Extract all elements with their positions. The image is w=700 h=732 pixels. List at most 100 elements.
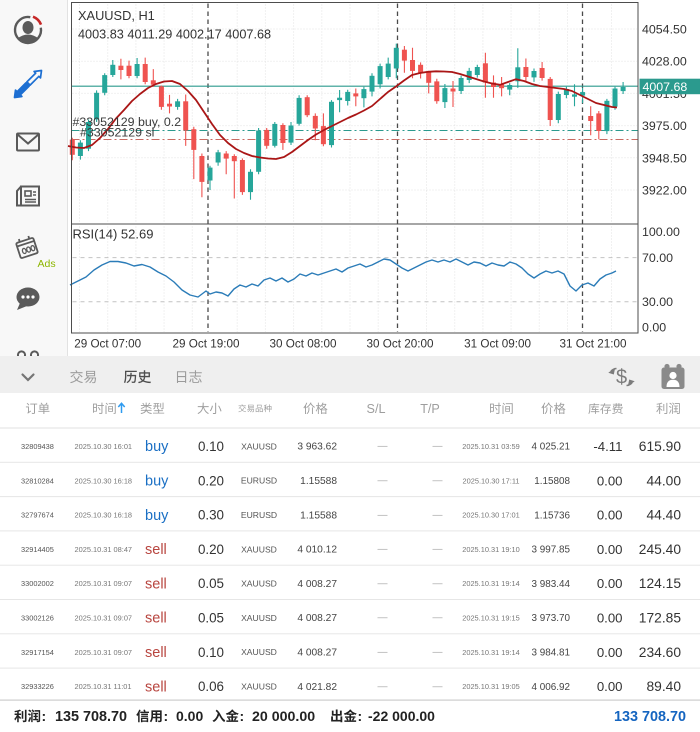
svg-text:44.40: 44.40 (646, 508, 681, 523)
svg-text:3 963.62: 3 963.62 (297, 442, 337, 453)
svg-text:XAUUSD: XAUUSD (241, 647, 277, 657)
svg-text:70.00: 70.00 (642, 251, 673, 265)
svg-text:100.00: 100.00 (642, 225, 680, 239)
svg-text::: : (42, 708, 47, 724)
svg-text:133 708.70: 133 708.70 (614, 709, 686, 725)
svg-text:T/P: T/P (420, 402, 440, 416)
svg-text:S/L: S/L (367, 402, 386, 416)
svg-text:sell: sell (145, 576, 167, 592)
svg-text:4 025.21: 4 025.21 (532, 442, 571, 453)
svg-text:sell: sell (145, 645, 167, 661)
svg-text:0.00: 0.00 (597, 576, 623, 591)
svg-text:-4.11: -4.11 (593, 439, 622, 454)
svg-text:32797674: 32797674 (21, 511, 54, 520)
svg-text:—: — (433, 578, 443, 589)
svg-text:4 006.92: 4 006.92 (532, 682, 570, 693)
svg-text:4 008.27: 4 008.27 (297, 613, 337, 624)
svg-text:#33052129 buy, 0.2: #33052129 buy, 0.2 (73, 115, 182, 129)
svg-text:—: — (433, 441, 443, 452)
svg-text:EURUSD: EURUSD (241, 510, 277, 520)
svg-text:0.00: 0.00 (597, 542, 623, 557)
svg-text:2025.10.30 17:01: 2025.10.30 17:01 (462, 511, 520, 520)
svg-text:—: — (433, 475, 443, 486)
svg-text:4 010.12: 4 010.12 (297, 545, 337, 556)
svg-text:$: $ (616, 367, 627, 389)
svg-text:2025.10.31 09:07: 2025.10.31 09:07 (75, 579, 133, 588)
svg-text:2025.10.31 19:10: 2025.10.31 19:10 (462, 545, 520, 554)
svg-text:2025.10.30 16:18: 2025.10.30 16:18 (75, 476, 133, 485)
svg-text:31 Oct 09:00: 31 Oct 09:00 (464, 338, 531, 351)
svg-text:XAUUSD: XAUUSD (241, 579, 277, 589)
svg-text:4 008.27: 4 008.27 (297, 579, 337, 590)
svg-text:0.10: 0.10 (198, 645, 224, 660)
svg-text:32810284: 32810284 (21, 476, 54, 485)
svg-text:buy: buy (145, 508, 169, 524)
svg-text:2025.10.31 19:15: 2025.10.31 19:15 (462, 613, 520, 622)
svg-text:1.15588: 1.15588 (300, 476, 337, 487)
svg-text::: : (358, 708, 363, 724)
svg-text:31 Oct 21:00: 31 Oct 21:00 (560, 338, 627, 351)
svg-text:sell: sell (145, 611, 167, 627)
svg-text:0.00: 0.00 (597, 508, 623, 523)
svg-text:0.10: 0.10 (198, 439, 224, 454)
svg-text:172.85: 172.85 (639, 610, 682, 625)
svg-text:XAUUSD: XAUUSD (241, 681, 277, 691)
svg-text:2025.10.30 17:11: 2025.10.30 17:11 (463, 476, 520, 485)
svg-text:32917154: 32917154 (21, 648, 54, 657)
svg-text:—: — (378, 613, 388, 624)
svg-text::: : (240, 708, 245, 724)
svg-text:3 973.70: 3 973.70 (532, 613, 571, 624)
svg-text:3 983.44: 3 983.44 (532, 579, 571, 590)
svg-text:124.15: 124.15 (639, 576, 682, 591)
svg-text:RSI(14) 52.69: RSI(14) 52.69 (73, 227, 154, 242)
svg-text:4003.83 4011.29 4002.17 4007.6: 4003.83 4011.29 4002.17 4007.68 (78, 28, 271, 42)
svg-text:0.00: 0.00 (176, 708, 203, 724)
svg-text:0.00: 0.00 (642, 321, 666, 335)
svg-text:0.00: 0.00 (597, 610, 623, 625)
svg-text:0.06: 0.06 (198, 679, 224, 694)
svg-text:XAUUSD: XAUUSD (241, 613, 277, 623)
svg-text:sell: sell (145, 542, 167, 558)
svg-text:2025.10.30 16:01: 2025.10.30 16:01 (75, 442, 133, 451)
svg-text:2025.10.31 03:59: 2025.10.31 03:59 (462, 442, 520, 451)
svg-text:2025.10.31 19:05: 2025.10.31 19:05 (462, 682, 520, 691)
svg-text:-22 000.00: -22 000.00 (368, 708, 435, 724)
svg-text:32914405: 32914405 (21, 545, 54, 554)
svg-text:0.00: 0.00 (597, 679, 623, 694)
svg-text:—: — (433, 510, 443, 521)
svg-text:30 Oct 08:00: 30 Oct 08:00 (270, 338, 337, 351)
svg-text:0.20: 0.20 (198, 473, 224, 488)
svg-text:29 Oct 19:00: 29 Oct 19:00 (173, 338, 240, 351)
svg-text:2025.10.31 08:47: 2025.10.31 08:47 (75, 545, 133, 554)
svg-text:3 997.85: 3 997.85 (532, 545, 571, 556)
svg-text:4 021.82: 4 021.82 (297, 682, 337, 693)
svg-text:20 000.00: 20 000.00 (252, 709, 315, 725)
svg-text:buy: buy (145, 473, 169, 489)
svg-text:135 708.70: 135 708.70 (55, 709, 127, 725)
svg-text:Ads: Ads (38, 258, 56, 270)
svg-text:0.05: 0.05 (198, 576, 224, 591)
svg-text:30.00: 30.00 (642, 295, 673, 309)
svg-text:234.60: 234.60 (639, 645, 682, 660)
svg-text:2025.10.30 16:18: 2025.10.30 16:18 (75, 511, 133, 520)
svg-text:XAUUSD: XAUUSD (241, 544, 277, 554)
svg-text:3 984.81: 3 984.81 (532, 647, 571, 658)
svg-text:3922.00: 3922.00 (642, 184, 687, 198)
svg-text:XAUUSD, H1: XAUUSD, H1 (78, 8, 155, 23)
svg-text:33002002: 33002002 (21, 579, 54, 588)
svg-text:EURUSD: EURUSD (241, 476, 277, 486)
svg-text:245.40: 245.40 (639, 542, 682, 557)
svg-text:—: — (378, 578, 388, 589)
svg-text:1.15588: 1.15588 (300, 510, 337, 521)
svg-text:29 Oct 07:00: 29 Oct 07:00 (74, 338, 141, 351)
svg-text:4054.50: 4054.50 (642, 23, 687, 37)
svg-text:89.40: 89.40 (646, 679, 681, 694)
svg-text:0.05: 0.05 (198, 610, 224, 625)
svg-text:buy: buy (145, 439, 169, 455)
svg-text:32809438: 32809438 (21, 442, 54, 451)
svg-text:—: — (378, 681, 388, 692)
svg-text:#33052129 sl: #33052129 sl (80, 126, 154, 140)
svg-text:3975.00: 3975.00 (642, 119, 687, 133)
svg-text:—: — (378, 475, 388, 486)
svg-text:0.20: 0.20 (198, 542, 224, 557)
